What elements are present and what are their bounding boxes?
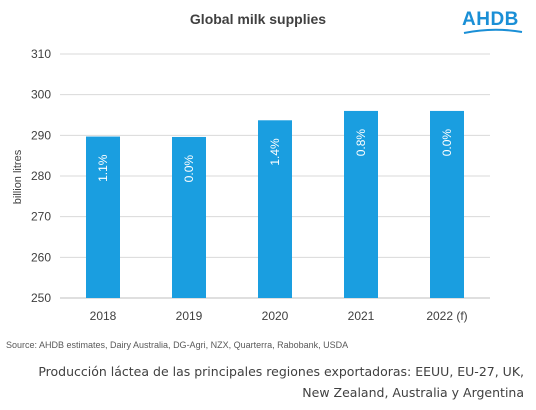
- bar-chart-svg: Global milk supplies billion litres 2502…: [12, 11, 490, 323]
- bar-2022 (f): [430, 110, 464, 298]
- x-axis-ticks: 2018 2019 2020 2021 2022 (f): [90, 309, 468, 323]
- y-tick-label: 290: [31, 128, 51, 142]
- x-tick-label: 2019: [176, 309, 203, 323]
- bar-data-label: 0.8%: [354, 129, 368, 157]
- chart-source: Source: AHDB estimates, Dairy Australia,…: [6, 340, 349, 350]
- chart-title: Global milk supplies: [190, 11, 326, 27]
- y-axis-label: billion litres: [12, 149, 24, 204]
- x-tick-label: 2022 (f): [426, 309, 467, 323]
- bar-2021: [344, 110, 378, 298]
- bar-data-label: 1.1%: [96, 154, 110, 182]
- bar-data-label: 0.0%: [182, 155, 196, 183]
- bar-data-label: 0.0%: [440, 129, 454, 157]
- y-tick-label: 300: [31, 88, 51, 102]
- chart: Global milk supplies billion litres 250 2…: [12, 11, 490, 323]
- x-tick-label: 2018: [90, 309, 117, 323]
- bar-2019: [172, 136, 206, 298]
- x-tick-label: 2021: [348, 309, 375, 323]
- y-tick-label: 310: [31, 47, 51, 61]
- bar-2018: [86, 136, 120, 298]
- y-tick-label: 280: [31, 169, 51, 183]
- y-tick-label: 260: [31, 250, 51, 264]
- figure-caption: Producción láctea de las principales reg…: [38, 364, 524, 400]
- bar-2020: [258, 120, 292, 298]
- logo-swoosh-icon: [463, 28, 523, 34]
- x-tick-label: 2020: [262, 309, 289, 323]
- y-tick-label: 250: [31, 291, 51, 305]
- bar-data-label: 1.4%: [268, 138, 282, 166]
- y-axis-ticks: 250 260 270 280 290 300 310: [31, 47, 51, 305]
- ahdb-logo: AHDB: [462, 9, 519, 30]
- y-tick-label: 270: [31, 210, 51, 224]
- bars: 1.1% 0.0% 1.4% 0.8% 0.0%: [86, 110, 464, 298]
